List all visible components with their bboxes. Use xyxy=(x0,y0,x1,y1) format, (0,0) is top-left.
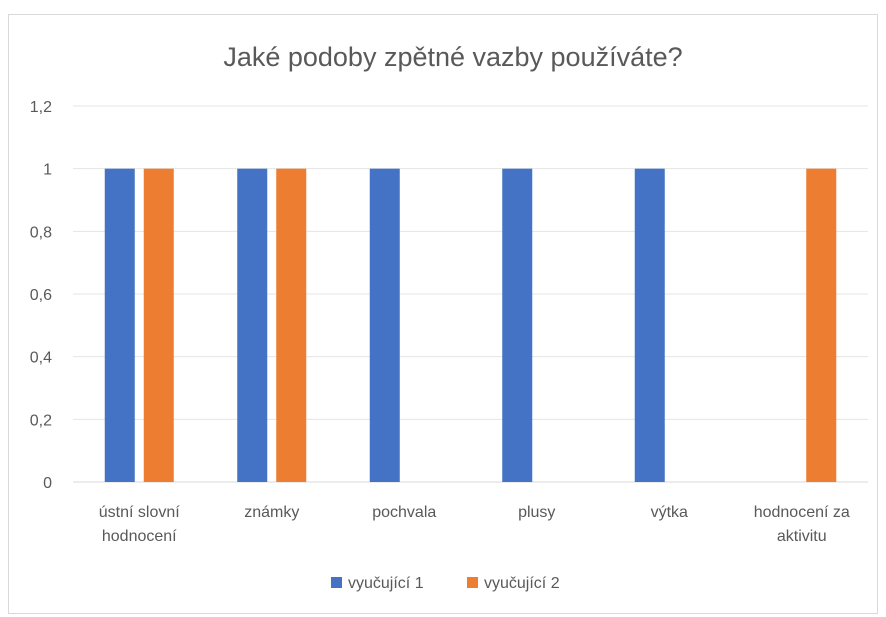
x-tick-label: plusy xyxy=(518,504,555,521)
legend-swatch xyxy=(331,577,342,588)
x-tick-label: pochvala xyxy=(372,504,436,521)
bar xyxy=(237,168,268,482)
bar xyxy=(104,168,135,482)
y-tick-label: 0,2 xyxy=(30,412,52,429)
bar xyxy=(143,168,174,482)
gridlines xyxy=(73,105,868,483)
x-tick-label: ústní slovní hodnocení xyxy=(99,504,180,545)
bar xyxy=(806,168,837,482)
y-tick-label: 1 xyxy=(43,162,52,179)
y-axis: 0 0,2 0,4 0,6 0,8 1 1,2 xyxy=(30,99,52,492)
y-tick-label: 0,6 xyxy=(30,287,52,304)
x-tick-label: známky xyxy=(244,504,299,521)
x-axis: ústní slovní hodnocení známky pochvala plusy… xyxy=(99,504,850,545)
chart-title: Jaké podoby zpětné vazby používáte? xyxy=(223,42,682,72)
legend-label: vyučující 2 xyxy=(484,575,560,592)
y-tick-label: 0 xyxy=(43,475,52,492)
bar xyxy=(276,168,307,482)
bar xyxy=(502,168,533,482)
legend-label: vyučující 1 xyxy=(348,575,424,592)
bar xyxy=(634,168,665,482)
x-tick-label: hodnocení za aktivitu xyxy=(754,504,850,545)
legend: vyučující 1 vyučující 2 xyxy=(331,575,560,592)
legend-swatch xyxy=(467,577,478,588)
y-tick-label: 0,4 xyxy=(30,350,52,367)
y-tick-label: 1,2 xyxy=(30,99,52,116)
y-tick-label: 0,8 xyxy=(30,224,52,241)
bars xyxy=(104,168,837,482)
bar xyxy=(369,168,400,482)
x-tick-label: výtka xyxy=(651,504,688,521)
